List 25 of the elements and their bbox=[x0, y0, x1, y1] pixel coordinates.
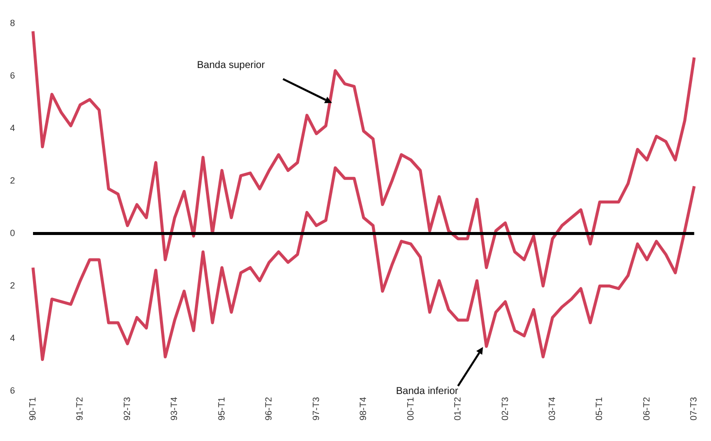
x-tick-label: 00-T1 bbox=[405, 397, 416, 421]
x-tick-label: 98-T4 bbox=[358, 397, 368, 421]
annotation: Banda inferior bbox=[396, 386, 458, 397]
y-tick-label: 6 bbox=[10, 70, 15, 80]
y-tick-label: 4 bbox=[10, 332, 15, 343]
x-tick-label: 90-T1 bbox=[27, 397, 38, 421]
x-tick-label: 02-T3 bbox=[500, 397, 510, 421]
y-tick-label: 6 bbox=[10, 385, 15, 396]
y-tick-label: 2 bbox=[10, 175, 15, 186]
x-tick-label: 05-T1 bbox=[594, 397, 604, 421]
x-tick-label: 06-T2 bbox=[641, 397, 652, 421]
x-tick-label: 01-T2 bbox=[452, 397, 463, 421]
x-tick-label: 92-T3 bbox=[122, 397, 132, 421]
y-tick-label: 8 bbox=[10, 18, 15, 28]
y-tick-label: 0 bbox=[10, 228, 15, 238]
x-tick-label: 93-T4 bbox=[169, 397, 180, 421]
x-tick-label: 95-T1 bbox=[216, 397, 226, 421]
x-tick-label: 96-T2 bbox=[264, 397, 274, 421]
y-tick-label: 2 bbox=[10, 280, 15, 290]
x-tick-label: 03-T4 bbox=[547, 397, 557, 421]
y-tick-label: 4 bbox=[10, 122, 15, 133]
x-tick-label: 97-T3 bbox=[310, 397, 321, 421]
annotation: Banda superior bbox=[197, 60, 265, 71]
x-tick-label: 91-T2 bbox=[74, 397, 85, 421]
x-tick-label: 07-T3 bbox=[688, 397, 699, 421]
